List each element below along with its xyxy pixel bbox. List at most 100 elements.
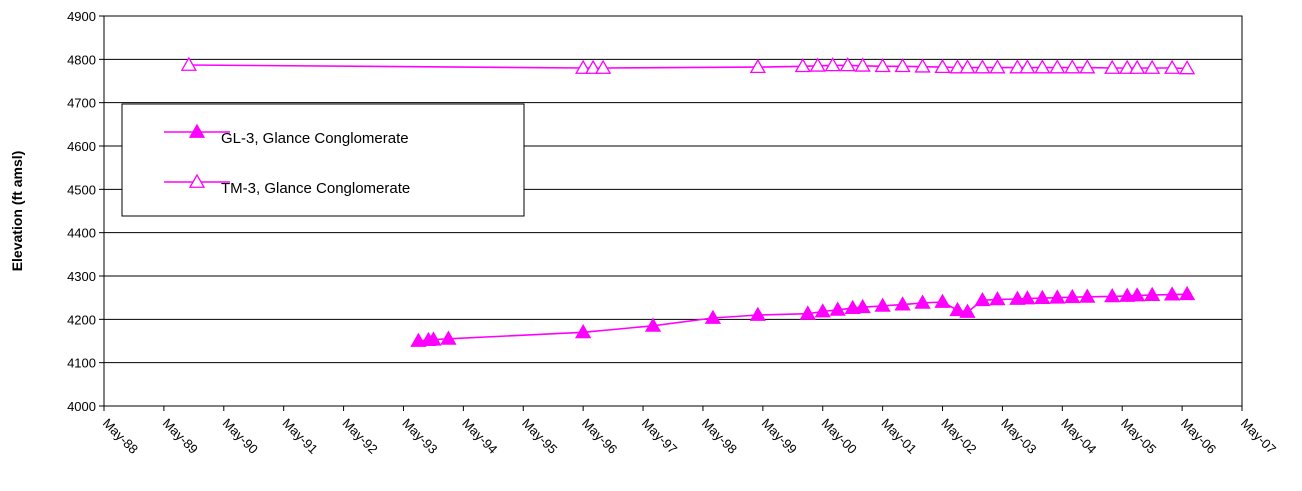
data-point bbox=[799, 305, 816, 320]
data-point bbox=[425, 331, 442, 346]
data-point bbox=[1019, 59, 1036, 74]
data-point bbox=[1119, 287, 1136, 302]
y-tick-label: 4700 bbox=[67, 96, 96, 111]
x-tick-label: May-91 bbox=[280, 416, 321, 457]
data-point bbox=[1144, 286, 1161, 301]
x-tick-label: May-93 bbox=[399, 416, 440, 457]
data-point bbox=[829, 301, 846, 316]
data-point bbox=[934, 293, 951, 308]
x-tick-label: May-88 bbox=[100, 416, 141, 457]
data-point bbox=[180, 56, 197, 71]
data-point bbox=[949, 301, 966, 317]
x-tick-label: May-00 bbox=[819, 416, 860, 457]
x-tick-label: May-89 bbox=[160, 416, 201, 457]
data-point bbox=[1129, 287, 1146, 302]
x-tick-label: May-94 bbox=[459, 416, 500, 457]
data-point bbox=[1009, 290, 1026, 305]
x-tick-label: May-99 bbox=[759, 416, 800, 457]
x-axis: May-88 May-89 May-90 May-91 May-92 May-93 May-… bbox=[100, 406, 1279, 457]
x-tick-label: May-98 bbox=[699, 416, 740, 457]
data-point bbox=[989, 59, 1006, 74]
series-2 bbox=[180, 56, 1196, 75]
x-tick-label: May-04 bbox=[1058, 416, 1099, 457]
data-point bbox=[704, 309, 722, 324]
data-point bbox=[1064, 59, 1081, 74]
data-point bbox=[824, 57, 841, 72]
y-tick-label: 4900 bbox=[67, 9, 96, 24]
legend-marker bbox=[188, 173, 206, 188]
data-point bbox=[794, 57, 811, 73]
data-point bbox=[974, 291, 991, 307]
legend-marker bbox=[188, 123, 206, 138]
data-point bbox=[934, 58, 951, 74]
data-point bbox=[585, 59, 602, 74]
series-line bbox=[188, 64, 1188, 70]
data-point bbox=[1034, 59, 1051, 74]
series-layer bbox=[180, 56, 1196, 347]
data-point bbox=[1049, 59, 1066, 74]
data-point bbox=[1178, 285, 1196, 301]
legend-label: GL-3, Glance Conglomerate bbox=[221, 130, 409, 147]
x-tick-label: May-03 bbox=[998, 416, 1039, 457]
data-point bbox=[914, 58, 931, 73]
data-point bbox=[854, 57, 871, 72]
y-tick-label: 4800 bbox=[67, 52, 96, 67]
y-axis: 4000 4100 4200 4300 4400 4500 4600 4700 4800 4900 bbox=[67, 9, 104, 414]
data-point bbox=[1164, 59, 1181, 74]
x-tick-label: May-06 bbox=[1178, 416, 1219, 457]
data-point bbox=[440, 330, 457, 345]
y-tick-label: 4000 bbox=[67, 399, 96, 414]
x-tick-label: May-01 bbox=[879, 416, 920, 457]
y-tick-label: 4500 bbox=[67, 182, 96, 197]
data-point bbox=[989, 291, 1006, 306]
data-point bbox=[1049, 289, 1066, 304]
legend-label: TM-3, Glance Conglomerate bbox=[221, 180, 410, 197]
data-point bbox=[1104, 288, 1121, 303]
data-point bbox=[749, 306, 766, 321]
data-point bbox=[1164, 286, 1181, 301]
legend-item: TM-3, Glance Conglomerate bbox=[164, 173, 410, 197]
x-tick-label: May-07 bbox=[1238, 416, 1279, 457]
data-point bbox=[749, 58, 766, 74]
y-axis-title: Elevation (ft amsl) bbox=[9, 151, 25, 272]
data-point bbox=[959, 303, 976, 318]
data-point bbox=[595, 59, 612, 74]
y-tick-label: 4400 bbox=[67, 226, 96, 241]
y-tick-label: 4100 bbox=[67, 356, 96, 371]
x-tick-label: May-95 bbox=[519, 416, 560, 457]
data-point bbox=[1079, 288, 1096, 303]
data-point bbox=[1104, 59, 1121, 74]
data-point bbox=[1119, 59, 1136, 74]
x-tick-label: May-92 bbox=[339, 416, 380, 457]
x-tick-label: May-02 bbox=[938, 416, 979, 457]
legend-box bbox=[121, 103, 525, 217]
data-point bbox=[1009, 59, 1026, 74]
x-tick-label: May-90 bbox=[220, 416, 261, 457]
data-point bbox=[874, 57, 891, 73]
data-point bbox=[1079, 59, 1096, 74]
data-point bbox=[974, 59, 991, 74]
data-point bbox=[575, 324, 592, 339]
data-point bbox=[575, 59, 592, 74]
data-point bbox=[644, 317, 662, 332]
series-1 bbox=[410, 285, 1196, 347]
data-point bbox=[1178, 60, 1196, 75]
data-point bbox=[814, 303, 831, 318]
data-point bbox=[894, 57, 911, 73]
data-point bbox=[949, 59, 966, 74]
plot-area-border bbox=[103, 15, 1243, 407]
data-point bbox=[874, 297, 891, 312]
data-point bbox=[1129, 59, 1146, 74]
data-point bbox=[1144, 59, 1161, 74]
data-point bbox=[1064, 288, 1081, 304]
data-point bbox=[1034, 289, 1051, 305]
y-tick-label: 4200 bbox=[67, 312, 96, 327]
data-point bbox=[809, 57, 826, 72]
legend: GL-3, Glance Conglomerate TM-3, Glance Co… bbox=[121, 103, 525, 217]
data-point bbox=[1019, 290, 1036, 305]
data-point bbox=[894, 296, 911, 311]
x-tick-label: May-05 bbox=[1118, 416, 1159, 457]
legend-item: GL-3, Glance Conglomerate bbox=[164, 123, 409, 147]
y-tick-label: 4600 bbox=[67, 139, 96, 154]
x-tick-label: May-97 bbox=[639, 416, 680, 457]
